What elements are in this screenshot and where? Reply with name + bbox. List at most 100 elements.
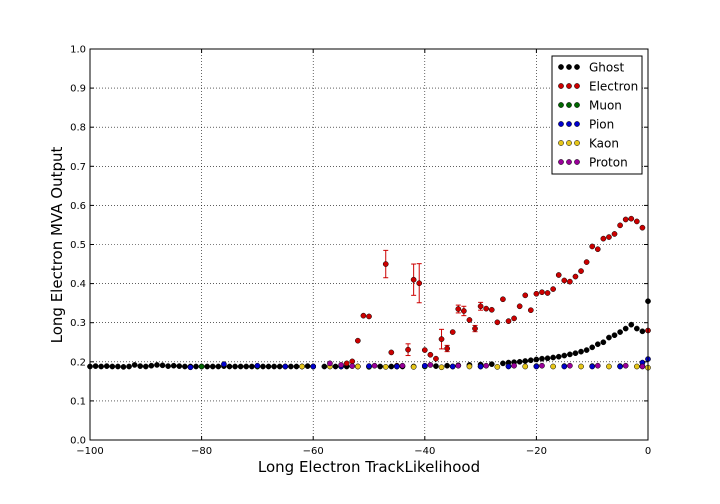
electron-point [421, 347, 428, 353]
proton-point [371, 362, 378, 369]
kaon-point [550, 363, 556, 370]
kaon-point [606, 363, 612, 370]
electron-point [611, 231, 618, 237]
ghost-point [293, 363, 300, 370]
legend-marker-proton [558, 159, 564, 165]
electron-point [617, 222, 623, 229]
y-tick-label: 1.0 [70, 45, 86, 56]
y-tick-label: 0.7 [70, 162, 86, 173]
pion-point [421, 362, 428, 369]
legend-label-proton: Proton [589, 156, 628, 170]
electron-point [483, 305, 490, 312]
electron-point [606, 234, 612, 240]
legend-marker-muon [558, 102, 564, 108]
electron-point [472, 325, 478, 332]
electron-point [639, 224, 646, 231]
pion-point [617, 363, 623, 370]
electron-point [416, 280, 423, 287]
ghost-point [433, 363, 439, 369]
legend-label-ghost: Ghost [589, 61, 624, 75]
electron-point [405, 346, 411, 353]
ghost-point [628, 321, 635, 328]
electron-point [494, 319, 501, 326]
proton-point [399, 362, 406, 369]
proton-point [349, 363, 356, 369]
ghost-point [617, 329, 623, 335]
proton-point [427, 362, 434, 368]
pion-point [187, 364, 194, 371]
electron-point [488, 306, 495, 313]
ghost-point [561, 352, 568, 359]
x-tick-label: −80 [191, 446, 212, 457]
pion-point [505, 363, 512, 370]
legend-label-muon: Muon [589, 99, 622, 113]
kaon-point [494, 364, 501, 370]
electron-point [444, 345, 450, 352]
proton-point [594, 362, 601, 369]
electron-point [433, 355, 439, 362]
y-tick-label: 0.1 [70, 396, 86, 407]
ghost-point [572, 350, 579, 357]
axis-ticks: −100 −80 −60 −40 −20 0 0.0 0.1 0.2 0.3 0.4 0.5 0.6 0.… [70, 45, 651, 458]
ghost-point [232, 363, 238, 370]
electron-point [633, 218, 640, 225]
x-axis-label: Long Electron TrackLikelihood [258, 458, 480, 476]
electron-point [455, 306, 462, 312]
legend-marker-ghost [566, 64, 572, 70]
legend-marker-electron [558, 83, 564, 89]
y-tick-label: 0.3 [70, 318, 86, 329]
electron-point [516, 303, 523, 310]
kaon-point [633, 363, 640, 370]
kaon-point [410, 364, 417, 370]
proton-point [338, 362, 344, 368]
proton-point [639, 363, 646, 370]
y-tick-label: 0.9 [70, 84, 86, 95]
ghost-point [154, 362, 160, 368]
electron-point [567, 278, 573, 285]
electron-point [500, 296, 506, 303]
data-points [87, 215, 651, 371]
proton-point [567, 362, 573, 369]
ghost-point [500, 360, 506, 367]
electron-point [533, 290, 540, 297]
electron-point [628, 215, 635, 222]
legend-label-pion: Pion [589, 118, 614, 132]
kaon-point [299, 363, 305, 370]
ghost-point [260, 363, 266, 370]
proton-point [539, 362, 545, 369]
ghost-point [589, 344, 596, 351]
electron-point [527, 307, 534, 314]
ghost-point [103, 363, 110, 369]
ghost-point [137, 363, 144, 369]
x-tick-label: −100 [76, 446, 103, 457]
ghost-point [226, 363, 233, 370]
electron-point [505, 318, 512, 324]
ghost-point [444, 362, 450, 369]
y-tick-label: 0.8 [70, 123, 86, 134]
electron-point [561, 277, 568, 284]
pion-point [449, 363, 456, 370]
ghost-point [115, 363, 121, 370]
ghost-point [600, 339, 607, 346]
electron-point [388, 349, 395, 356]
electron-point [583, 259, 590, 265]
electron-point [572, 273, 579, 280]
proton-point [483, 362, 490, 369]
electron-point [589, 243, 596, 250]
ghost-point [377, 363, 384, 370]
pion-point [221, 361, 227, 367]
electron-point [544, 290, 551, 296]
legend-marker-kaon [574, 140, 580, 146]
pion-point [366, 363, 372, 369]
ghost-point [555, 353, 562, 360]
kaon-point [522, 363, 529, 370]
ghost-point [522, 358, 529, 364]
kaon-point [438, 364, 445, 371]
ghost-point [578, 348, 584, 355]
ghost-point [248, 363, 255, 370]
electron-point [427, 351, 434, 358]
pion-point [282, 363, 289, 370]
ghost-point [98, 363, 105, 370]
ghost-point [544, 355, 551, 362]
